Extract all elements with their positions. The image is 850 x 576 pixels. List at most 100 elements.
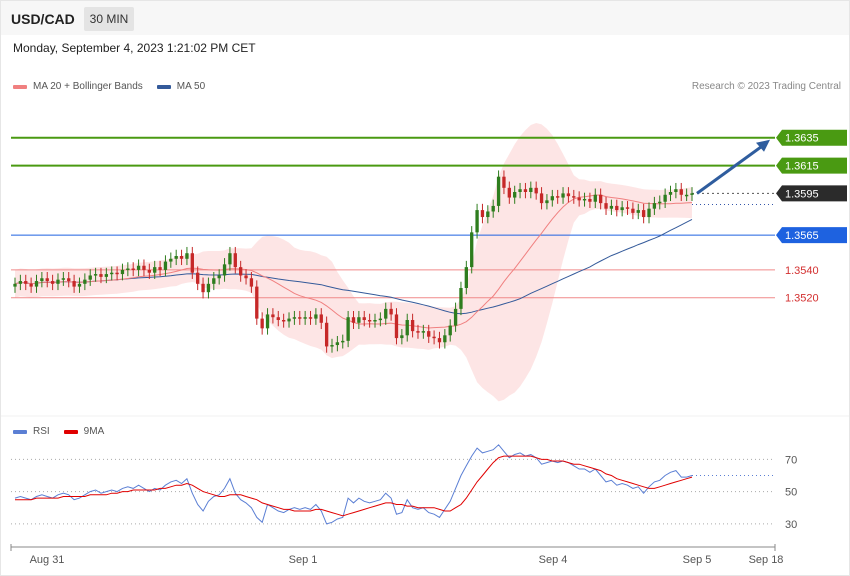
candle-body	[239, 267, 243, 276]
candle-body	[319, 314, 323, 323]
candle-body	[61, 278, 66, 280]
level-tag-1.3565	[776, 227, 847, 244]
candle-body	[674, 189, 678, 192]
candle-body	[658, 201, 662, 204]
candle-body	[421, 331, 426, 333]
candle-body	[561, 193, 565, 198]
candle-body	[308, 317, 313, 319]
candle-body	[486, 211, 490, 218]
candle-body	[410, 320, 415, 332]
candle-body	[281, 320, 286, 322]
candle-body	[163, 261, 168, 270]
candle-body	[131, 268, 135, 271]
candle-body	[625, 207, 630, 209]
candle-body	[373, 320, 377, 322]
candle-body	[378, 318, 383, 321]
candle-body	[588, 198, 592, 202]
candle-body	[88, 275, 92, 280]
candle-body	[491, 205, 495, 212]
candle-body	[598, 194, 603, 204]
candle-body	[620, 207, 624, 211]
candle-body	[265, 314, 270, 329]
candle-body	[45, 278, 49, 282]
timeframe-button[interactable]: 30 MIN	[84, 7, 134, 31]
rsi-level-label-30: 30	[785, 519, 797, 531]
candle-body	[351, 317, 356, 323]
candle-body	[502, 176, 506, 188]
candle-body	[577, 197, 581, 201]
candle-body	[29, 283, 33, 287]
candle-body	[83, 279, 87, 284]
candle-body	[260, 318, 264, 329]
candle-body	[99, 274, 103, 277]
chart-header: USD/CAD 30 MIN	[1, 1, 849, 35]
candle-body	[534, 187, 538, 194]
candle-body	[367, 320, 372, 322]
candle-body	[684, 194, 689, 197]
level-tag-1.3635	[776, 129, 847, 146]
candle-body	[153, 267, 157, 273]
x-tick-label: Aug 31	[30, 554, 65, 566]
level-tag-1.3615	[776, 157, 847, 174]
level-label-1.3565: 1.3565	[785, 230, 819, 242]
level-label-1.3540: 1.3540	[785, 265, 819, 277]
candle-body	[18, 281, 23, 284]
rsi-level-label-50: 50	[785, 487, 797, 499]
x-tick-label: Sep 1	[289, 554, 318, 566]
candle-body	[244, 275, 248, 279]
candle-body	[652, 203, 657, 209]
candle-body	[228, 253, 232, 265]
candle-body	[668, 192, 673, 195]
ma20-legend-label: MA 20 + Bollinger Bands	[33, 81, 143, 92]
candle-body	[631, 208, 635, 213]
symbol-title[interactable]: USD/CAD	[11, 11, 75, 27]
candle-body	[416, 331, 420, 333]
candle-body	[582, 198, 587, 201]
candle-body	[437, 338, 442, 343]
candle-body	[394, 314, 399, 339]
level-label-1.3615: 1.3615	[785, 161, 819, 173]
candle-body	[641, 210, 646, 218]
level-label-1.3635: 1.3635	[785, 133, 819, 145]
candle-body	[523, 189, 528, 192]
candle-body	[518, 189, 522, 192]
candle-body	[480, 210, 485, 218]
candle-body	[384, 308, 388, 319]
candle-body	[233, 253, 237, 268]
candle-body	[341, 340, 345, 343]
candle-body	[427, 331, 431, 337]
candle-body	[298, 317, 302, 319]
candle-body	[357, 317, 361, 323]
candle-body	[276, 317, 280, 320]
candle-body	[255, 286, 259, 319]
candle-body	[115, 272, 119, 275]
research-credit: Research © 2023 Trading Central	[691, 81, 841, 92]
candle-body	[604, 203, 608, 209]
candle-body	[464, 267, 468, 288]
candle-body	[126, 268, 130, 271]
candle-body	[93, 274, 98, 276]
level-tag-1.3595	[776, 185, 847, 202]
candle-body	[120, 269, 125, 275]
candle-body	[13, 283, 17, 287]
candle-body	[271, 314, 275, 318]
candle-body	[636, 210, 640, 213]
rsi-legend-label: RSI	[33, 426, 50, 437]
candle-body	[77, 283, 82, 287]
candle-body	[679, 189, 683, 195]
candle-body	[609, 205, 614, 209]
rsi-level-label-70: 70	[785, 454, 797, 466]
candle-body	[443, 335, 447, 343]
candle-body	[303, 317, 307, 319]
candle-body	[647, 208, 651, 218]
candle-body	[136, 265, 141, 270]
ma9-swatch	[63, 429, 78, 434]
candle-body	[292, 317, 297, 319]
candle-body	[663, 194, 667, 202]
candle-body	[222, 264, 227, 276]
candle-body	[475, 210, 479, 233]
candle-body	[346, 317, 350, 341]
candle-body	[324, 322, 329, 347]
candle-body	[34, 281, 39, 287]
candle-body	[67, 278, 71, 282]
